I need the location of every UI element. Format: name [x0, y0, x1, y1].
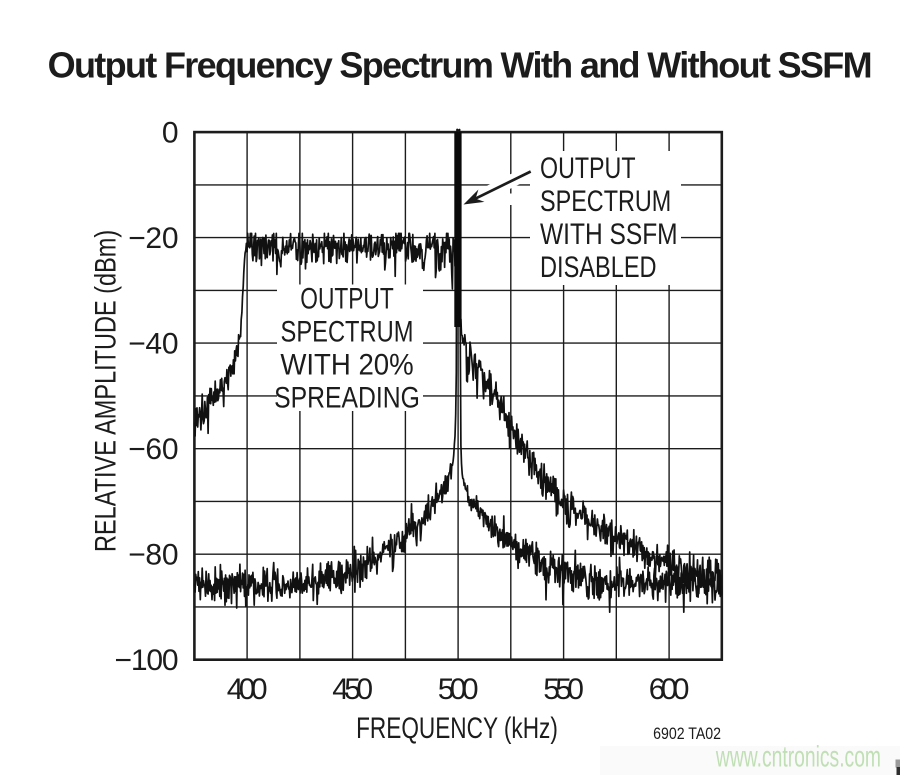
svg-text:550: 550	[543, 673, 584, 706]
svg-text:SPECTRUM: SPECTRUM	[281, 315, 414, 348]
svg-text:Output Frequency Spectrum With: Output Frequency Spectrum With and Witho…	[48, 45, 873, 86]
svg-text:0: 0	[162, 117, 179, 150]
svg-text:−80: −80	[128, 539, 178, 572]
svg-text:SPREADING: SPREADING	[274, 380, 420, 414]
svg-text:450: 450	[332, 673, 373, 706]
svg-text:−40: −40	[128, 328, 178, 361]
svg-text:www.cntronics.com: www.cntronics.com	[715, 740, 881, 773]
svg-text:500: 500	[438, 673, 479, 706]
svg-text:WITH SSFM: WITH SSFM	[540, 216, 678, 250]
svg-text:FREQUENCY (kHz): FREQUENCY (kHz)	[356, 711, 558, 745]
svg-text:600: 600	[649, 673, 690, 706]
svg-text:SPECTRUM: SPECTRUM	[540, 184, 671, 217]
svg-text:−20: −20	[128, 222, 178, 255]
svg-text:DISABLED: DISABLED	[540, 250, 657, 283]
svg-text:OUTPUT: OUTPUT	[300, 281, 393, 315]
svg-text:−60: −60	[128, 433, 178, 466]
svg-text:OUTPUT: OUTPUT	[540, 151, 636, 185]
svg-text:WITH 20%: WITH 20%	[280, 348, 413, 381]
svg-text:6902 TA02: 6902 TA02	[653, 725, 721, 743]
svg-text:−100: −100	[115, 644, 179, 677]
svg-text:RELATIVE AMPLITUDE (dBm): RELATIVE AMPLITUDE (dBm)	[89, 230, 122, 552]
svg-text:400: 400	[227, 673, 268, 706]
